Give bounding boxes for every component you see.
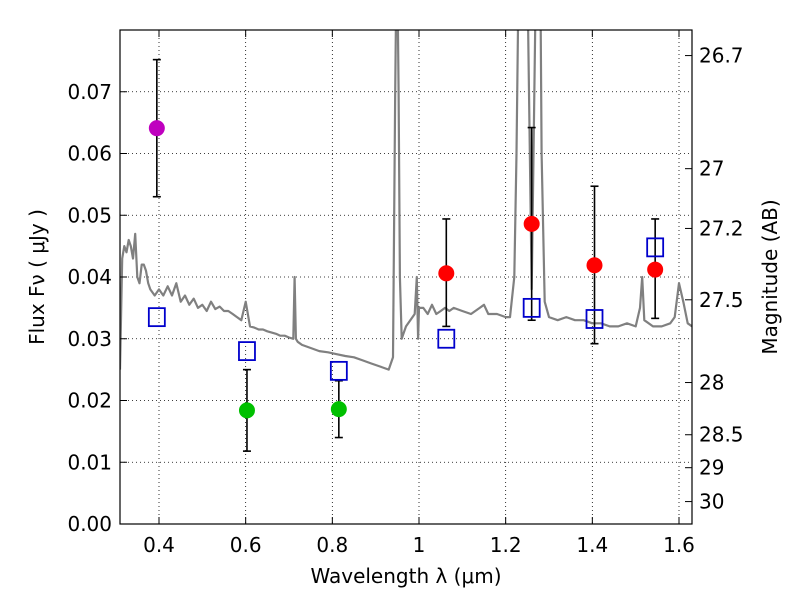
observed-point bbox=[330, 401, 347, 418]
x-tick-label: 0.6 bbox=[230, 533, 262, 557]
y-tick-label: 0.06 bbox=[67, 142, 112, 166]
grid-lines bbox=[120, 30, 692, 524]
right-tick-label: 29 bbox=[699, 456, 724, 480]
right-tick-label: 30 bbox=[699, 490, 724, 514]
model-square bbox=[437, 328, 456, 349]
model-square bbox=[238, 341, 256, 362]
right-tick-label: 27 bbox=[699, 157, 724, 181]
y-tick-label: 0.03 bbox=[67, 327, 112, 351]
observed-flux-layer bbox=[148, 120, 664, 419]
y-tick-label: 0.01 bbox=[67, 450, 112, 474]
y-tick-label: 0.00 bbox=[67, 512, 112, 536]
y-tick-label: 0.05 bbox=[67, 203, 112, 227]
observed-point bbox=[647, 261, 664, 278]
x-tick-label: 1.2 bbox=[490, 533, 522, 557]
model-square bbox=[522, 297, 541, 318]
x-tick-label: 1.6 bbox=[663, 533, 695, 557]
right-tick-label: 27.5 bbox=[699, 288, 744, 312]
x-axis-label: Wavelength λ (μm) bbox=[310, 564, 501, 588]
y-axis-ticks: 0.00 0.01 0.02 0.03 0.04 0.05 0.06 0.07 bbox=[67, 80, 127, 536]
spectrum-layer bbox=[120, 30, 692, 371]
right-tick-label: 28 bbox=[699, 371, 724, 395]
x-tick-label: 1 bbox=[413, 533, 426, 557]
spectrum-line bbox=[120, 30, 692, 371]
observed-point bbox=[148, 120, 165, 137]
model-square bbox=[329, 360, 348, 381]
observed-point bbox=[523, 215, 540, 232]
y-tick-label: 0.04 bbox=[67, 265, 112, 289]
model-square bbox=[147, 307, 166, 328]
right-tick-label: 28.5 bbox=[699, 423, 744, 447]
plot-area bbox=[120, 30, 692, 524]
right-tick-label: 27.2 bbox=[699, 216, 744, 240]
observed-point bbox=[238, 402, 255, 419]
y-tick-label: 0.02 bbox=[67, 389, 112, 413]
right-axis-ticks: 26.7 27 27.2 27.5 28 28.5 29 30 bbox=[685, 44, 744, 514]
right-tick-label: 26.7 bbox=[699, 44, 744, 68]
x-tick-label: 0.4 bbox=[143, 533, 175, 557]
x-tick-label: 1.4 bbox=[576, 533, 608, 557]
x-axis-ticks: 0.4 0.6 0.8 1 1.2 1.4 1.6 bbox=[143, 30, 695, 557]
observed-point bbox=[586, 257, 603, 274]
y-axis-label: Flux Fν ( μJy ) bbox=[25, 209, 49, 345]
x-tick-label: 0.8 bbox=[316, 533, 348, 557]
y-tick-label: 0.07 bbox=[67, 80, 112, 104]
model-photometry-layer bbox=[147, 237, 665, 381]
right-axis-label: Magnitude (AB) bbox=[758, 199, 782, 354]
model-square bbox=[646, 237, 665, 258]
observed-point bbox=[438, 265, 455, 282]
model-square bbox=[585, 309, 604, 329]
